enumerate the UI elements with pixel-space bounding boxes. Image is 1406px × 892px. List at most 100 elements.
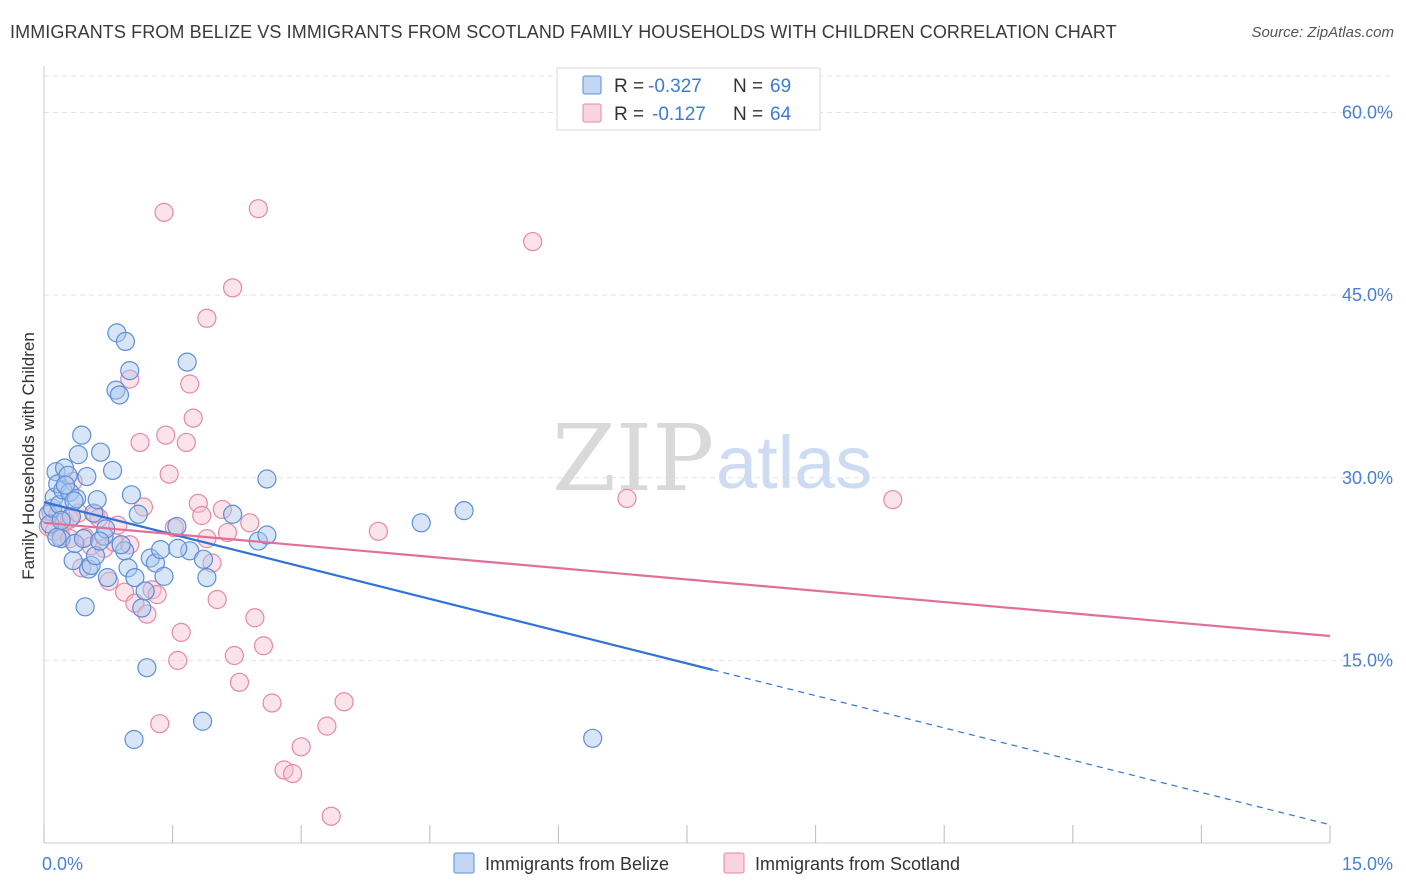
axes	[43, 66, 1331, 844]
belize-point	[55, 475, 76, 495]
belize-point	[97, 567, 118, 588]
scotland-point	[147, 585, 167, 605]
watermark-zip: ZIP	[552, 405, 714, 512]
belize-point	[87, 490, 107, 510]
scotland-point	[245, 608, 265, 628]
belize-point	[120, 361, 140, 381]
watermark-atlas: atlas	[716, 421, 872, 504]
belize-point	[66, 488, 87, 509]
legend-swatch-scotland	[582, 103, 602, 123]
scotland-point	[253, 636, 274, 656]
belize-point	[90, 531, 110, 551]
scotland-point	[130, 432, 150, 453]
legend-r-value-scotland: -0.127	[652, 104, 706, 125]
y-tick-label: 45.0%	[1342, 285, 1393, 305]
scotland-point	[317, 716, 337, 736]
scotland-point	[180, 374, 200, 394]
series-legend: Immigrants from Belize Immigrants from S…	[453, 852, 960, 874]
bottom-legend-label-scotland: Immigrants from Scotland	[755, 854, 960, 874]
scotland-point	[171, 622, 191, 642]
scotland-point	[150, 714, 170, 734]
belize-point	[118, 558, 138, 578]
x-tick-label-min: 0.0%	[42, 854, 83, 874]
belize-point	[115, 331, 136, 352]
x-tick-label-max: 15.0%	[1342, 854, 1393, 874]
belize-point	[125, 567, 145, 588]
legend-r-label-belize: R =	[614, 76, 644, 97]
correlation-legend: R = -0.327 N = 69 R = -0.127 N = 64	[556, 67, 821, 131]
scotland-point	[523, 231, 543, 252]
scotland-point	[188, 493, 208, 513]
legend-r-value-belize: -0.327	[648, 76, 702, 97]
belize-point	[193, 549, 214, 569]
belize-point	[47, 527, 67, 548]
belize-point	[177, 352, 197, 372]
belize-point	[68, 445, 88, 465]
belize-point	[51, 510, 71, 530]
belize-trend-line	[43, 501, 713, 671]
scotland-point	[334, 692, 354, 712]
scotland-point	[223, 278, 243, 298]
belize-point	[109, 385, 130, 405]
belize-point	[75, 597, 95, 617]
legend-r-label-scotland: R =	[614, 104, 644, 125]
y-axis-label: Family Households with Children	[19, 332, 38, 580]
scotland-point	[217, 522, 238, 543]
belize-point	[223, 504, 243, 524]
source-credit: Source: ZipAtlas.com	[1251, 24, 1394, 41]
belize-point	[137, 658, 157, 678]
legend-n-value-belize: 69	[770, 76, 791, 97]
watermark: ZIP atlas	[552, 405, 872, 512]
belize-point	[583, 728, 603, 748]
belize-point	[72, 425, 92, 445]
y-tick-label: 60.0%	[1342, 103, 1393, 123]
scotland-point	[617, 488, 637, 509]
y-tick-label: 30.0%	[1342, 468, 1393, 488]
belize-point	[411, 513, 431, 533]
scotland-point	[159, 464, 179, 484]
y-tick-label: 15.0%	[1342, 650, 1393, 670]
belize-point	[63, 550, 83, 571]
scotland-point	[207, 589, 227, 610]
scotland-point	[154, 202, 174, 222]
bottom-legend-swatch-belize	[453, 852, 475, 874]
belize-trend-extension	[712, 669, 1331, 826]
scotland-point	[176, 432, 196, 453]
belize-point	[90, 442, 111, 462]
belize-point	[154, 566, 174, 586]
belize-point	[128, 504, 148, 524]
belize-point	[121, 485, 142, 505]
scotland-point	[156, 425, 176, 445]
scotland-point	[240, 513, 260, 533]
scotland-trend-line	[43, 521, 1331, 638]
scotland-point	[168, 650, 188, 670]
scotland-point	[192, 505, 212, 526]
scotland-points	[38, 199, 903, 826]
belize-point	[85, 546, 106, 566]
bottom-legend-label-belize: Immigrants from Belize	[485, 854, 669, 874]
y-tick-labels: 15.0% 30.0% 45.0% 60.0%	[1342, 103, 1393, 671]
legend-n-label-scotland: N =	[733, 104, 763, 125]
belize-point	[257, 525, 277, 545]
scotland-point	[248, 199, 268, 219]
legend-n-label-belize: N =	[733, 76, 763, 97]
trend-lines	[43, 501, 1331, 826]
legend-swatch-belize	[582, 75, 602, 95]
bottom-legend-swatch-scotland	[723, 852, 745, 874]
belize-point	[111, 535, 131, 555]
gridlines	[44, 75, 1392, 661]
belize-point	[150, 539, 171, 560]
belize-point	[180, 541, 200, 561]
belize-point	[132, 598, 152, 618]
belize-point	[77, 466, 97, 487]
chart-title: IMMIGRANTS FROM BELIZE VS IMMIGRANTS FRO…	[10, 22, 1117, 42]
scotland-point	[368, 521, 388, 541]
scotland-point	[229, 672, 250, 692]
scotland-point	[883, 490, 903, 510]
belize-point	[124, 729, 144, 750]
belize-point	[257, 469, 277, 489]
belize-point	[135, 581, 155, 601]
scotland-point	[212, 499, 232, 520]
scotland-point	[321, 806, 341, 826]
